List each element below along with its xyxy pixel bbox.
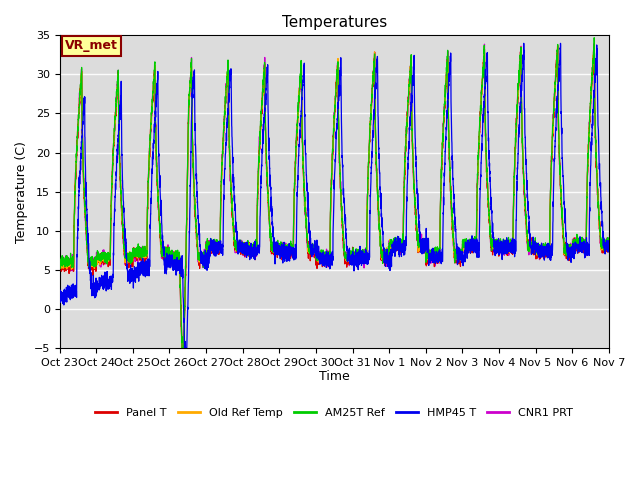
AM25T Ref (458, 246, 465, 252)
Title: Temperatures: Temperatures (282, 15, 387, 30)
Panel T (604, 247, 612, 252)
Panel T (605, 251, 612, 257)
HMP45 T (314, 245, 322, 251)
Line: CNR1 PRT: CNR1 PRT (60, 46, 609, 373)
HMP45 T (458, 248, 465, 254)
CNR1 PRT (180, 371, 188, 376)
CNR1 PRT (427, 245, 435, 251)
Panel T (554, 45, 561, 51)
HMP45 T (180, 345, 188, 351)
Panel T (458, 244, 465, 250)
AM25T Ref (154, 190, 162, 195)
Line: Old Ref Temp: Old Ref Temp (60, 48, 609, 372)
AM25T Ref (590, 37, 598, 43)
Old Ref Temp (605, 250, 612, 255)
Old Ref Temp (180, 370, 188, 375)
HMP45 T (605, 251, 612, 256)
HMP45 T (427, 248, 435, 253)
Line: Panel T: Panel T (60, 48, 609, 375)
AM25T Ref (488, 242, 496, 248)
Panel T (427, 247, 435, 252)
X-axis label: Time: Time (319, 370, 349, 384)
Panel T (314, 258, 322, 264)
Old Ref Temp (154, 194, 162, 200)
AM25T Ref (180, 372, 188, 377)
Panel T (180, 372, 188, 378)
Panel T (154, 200, 162, 206)
AM25T Ref (427, 241, 435, 247)
Old Ref Temp (488, 245, 496, 251)
Text: VR_met: VR_met (65, 39, 118, 52)
CNR1 PRT (56, 258, 63, 264)
Old Ref Temp (56, 259, 63, 264)
CNR1 PRT (154, 198, 162, 204)
AM25T Ref (314, 255, 322, 261)
Old Ref Temp (554, 45, 561, 51)
AM25T Ref (605, 250, 612, 256)
Panel T (488, 249, 496, 254)
Y-axis label: Temperature (C): Temperature (C) (15, 141, 28, 242)
Line: HMP45 T: HMP45 T (60, 46, 609, 348)
Line: AM25T Ref: AM25T Ref (60, 40, 609, 374)
HMP45 T (154, 124, 162, 130)
CNR1 PRT (604, 244, 612, 250)
HMP45 T (488, 227, 496, 233)
Legend: Panel T, Old Ref Temp, AM25T Ref, HMP45 T, CNR1 PRT: Panel T, Old Ref Temp, AM25T Ref, HMP45 … (91, 403, 578, 422)
CNR1 PRT (488, 247, 496, 252)
CNR1 PRT (314, 263, 322, 268)
CNR1 PRT (590, 43, 598, 49)
HMP45 T (557, 43, 564, 48)
Old Ref Temp (314, 253, 322, 259)
AM25T Ref (56, 252, 63, 258)
CNR1 PRT (605, 253, 612, 259)
AM25T Ref (604, 250, 612, 255)
HMP45 T (56, 287, 63, 293)
CNR1 PRT (458, 247, 465, 252)
Old Ref Temp (604, 251, 612, 256)
HMP45 T (604, 253, 612, 259)
Old Ref Temp (458, 244, 465, 250)
Old Ref Temp (427, 241, 435, 247)
Panel T (56, 259, 63, 264)
